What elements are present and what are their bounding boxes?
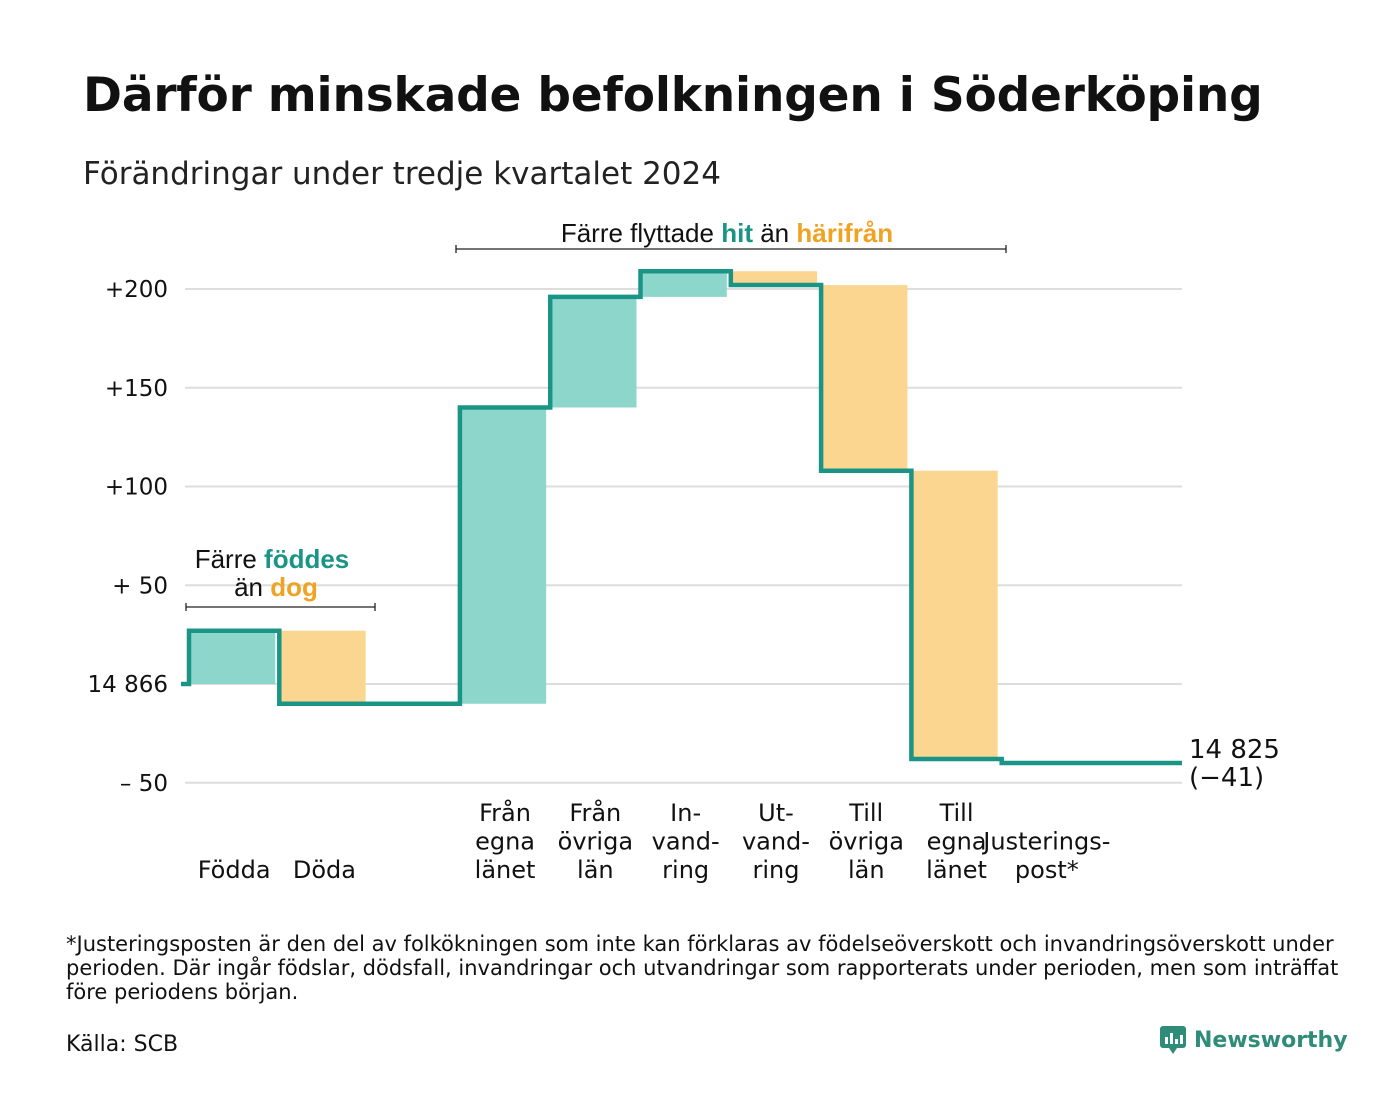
annotation-text: Färre flyttade <box>561 218 721 248</box>
annotation-highlight-orange: dog <box>270 572 318 602</box>
y-tick-label: +100 <box>105 475 168 501</box>
end-value-label: 14 825 <box>1189 735 1280 765</box>
category-label: Döda <box>293 856 356 884</box>
category-label: län <box>577 856 614 884</box>
category-label: Till <box>939 799 974 827</box>
category-label: In- <box>670 799 701 827</box>
category-label: övriga <box>558 828 633 856</box>
category-label: Justerings- <box>981 828 1110 856</box>
end-change-label: (−41) <box>1189 763 1264 793</box>
category-label: vand- <box>652 828 720 856</box>
cumulative-step-line <box>181 268 1182 766</box>
source-note: Källa: SCB <box>66 1032 179 1057</box>
y-tick-label: 14 866 <box>88 672 168 698</box>
births-annotation-line1: Färre föddes <box>195 544 350 574</box>
category-label: post* <box>1015 856 1079 884</box>
brand-logo: Newsworthy <box>1160 1026 1348 1054</box>
category-label: vand- <box>742 828 810 856</box>
annotation-text: Färre <box>195 544 264 574</box>
y-tick-label: + 50 <box>112 573 168 599</box>
category-label: Från <box>569 798 621 827</box>
category-label: Från <box>479 798 531 827</box>
category-label: ring <box>752 856 799 884</box>
waterfall-bar <box>730 271 818 286</box>
annotation-text: än <box>753 218 796 248</box>
y-tick-label: +150 <box>105 376 168 402</box>
waterfall-bar <box>459 407 547 704</box>
category-label: Födda <box>198 856 271 884</box>
waterfall-bar <box>821 285 908 471</box>
waterfall-bar <box>189 630 276 684</box>
category-label: län <box>848 856 885 884</box>
newsworthy-logo-icon <box>1160 1026 1186 1054</box>
category-label: ring <box>662 856 709 884</box>
chart-subtitle: Förändringar under tredje kvartalet 2024 <box>83 156 721 192</box>
y-tick-label: – 50 <box>120 771 168 797</box>
footnote: *Justeringsposten är den del av folkökni… <box>66 932 1339 1004</box>
category-label: egna <box>927 828 987 856</box>
category-label: länet <box>926 856 987 884</box>
waterfall-bar <box>550 296 637 408</box>
category-label: länet <box>475 856 536 884</box>
waterfall-bar <box>640 271 727 297</box>
category-label: Till <box>848 799 883 827</box>
category-label: egna <box>475 828 535 856</box>
annotation-highlight-teal: hit <box>721 218 753 248</box>
moves-annotation: Färre flyttade hit än härifrån <box>561 218 893 248</box>
births-annotation-line2: än dog <box>234 572 318 602</box>
annotation-highlight-teal: föddes <box>264 544 349 574</box>
waterfall-bar <box>911 470 998 760</box>
brand-name: Newsworthy <box>1194 1027 1348 1053</box>
annotation-highlight-orange: härifrån <box>796 218 893 248</box>
waterfall-bar <box>279 630 366 704</box>
chart-title: Därför minskade befolkningen i Söderköpi… <box>83 68 1263 123</box>
y-tick-label: +200 <box>105 277 168 303</box>
annotation-text: än <box>234 572 270 602</box>
category-label: Ut- <box>758 799 794 827</box>
category-label: övriga <box>829 828 904 856</box>
